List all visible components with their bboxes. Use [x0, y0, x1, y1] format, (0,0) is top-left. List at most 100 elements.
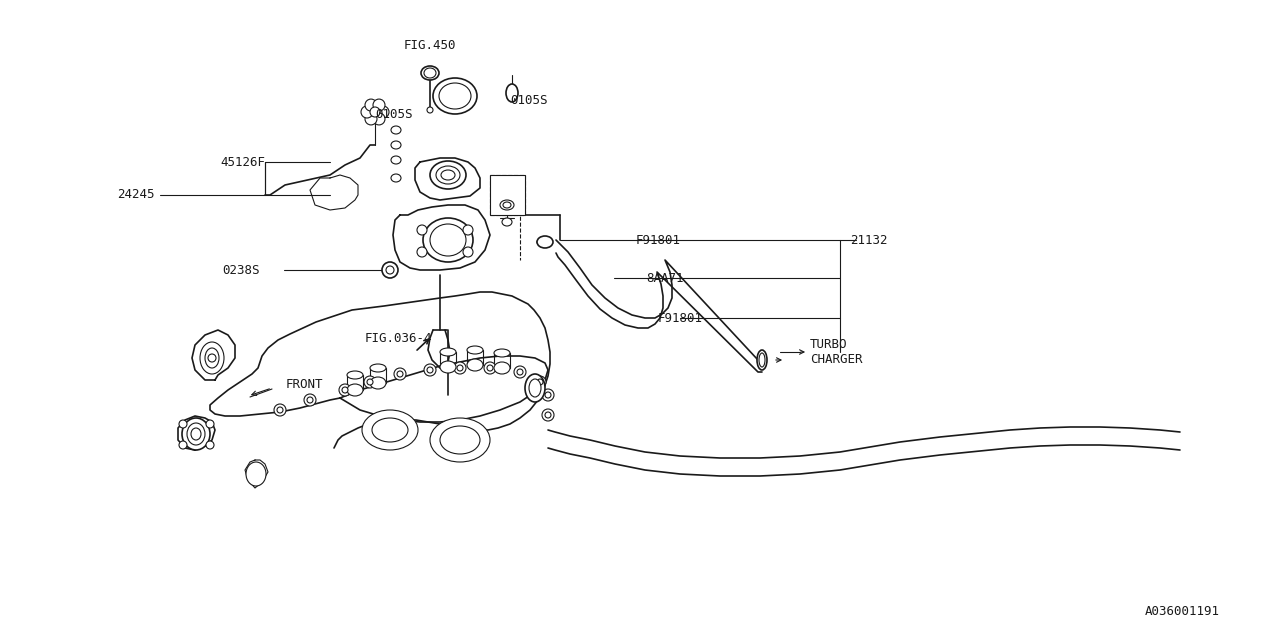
Circle shape [207, 354, 216, 362]
Ellipse shape [421, 66, 439, 80]
Ellipse shape [538, 236, 553, 248]
Circle shape [381, 262, 398, 278]
Ellipse shape [506, 84, 518, 102]
Text: 21132: 21132 [850, 234, 887, 246]
Ellipse shape [390, 156, 401, 164]
Circle shape [463, 247, 474, 257]
Circle shape [397, 371, 403, 377]
Ellipse shape [440, 426, 480, 454]
Circle shape [365, 99, 378, 111]
Circle shape [541, 389, 554, 401]
Ellipse shape [390, 174, 401, 182]
Text: F91801: F91801 [658, 312, 703, 324]
Circle shape [486, 365, 493, 371]
Circle shape [372, 99, 385, 111]
Ellipse shape [347, 371, 364, 379]
Text: 0238S: 0238S [223, 264, 260, 276]
Ellipse shape [502, 218, 512, 226]
Circle shape [387, 266, 394, 274]
Ellipse shape [430, 418, 490, 462]
Ellipse shape [191, 428, 201, 440]
Circle shape [179, 441, 187, 449]
Bar [490, 175, 525, 215]
Circle shape [517, 369, 524, 375]
Ellipse shape [370, 377, 387, 389]
Circle shape [342, 387, 348, 393]
Text: FRONT: FRONT [285, 378, 324, 392]
Circle shape [545, 412, 550, 418]
Ellipse shape [439, 83, 471, 109]
Circle shape [206, 441, 214, 449]
Ellipse shape [467, 346, 483, 354]
Ellipse shape [200, 342, 224, 374]
Ellipse shape [390, 141, 401, 149]
Circle shape [545, 392, 550, 398]
Circle shape [457, 365, 463, 371]
Ellipse shape [529, 379, 541, 397]
Circle shape [428, 107, 433, 113]
Ellipse shape [430, 224, 466, 256]
Text: 0105S: 0105S [375, 109, 412, 122]
Circle shape [367, 379, 372, 385]
Ellipse shape [430, 161, 466, 189]
Circle shape [484, 362, 497, 374]
Ellipse shape [436, 166, 460, 184]
Ellipse shape [494, 362, 509, 374]
Ellipse shape [187, 423, 205, 445]
Ellipse shape [440, 361, 456, 373]
Ellipse shape [182, 418, 210, 450]
Circle shape [372, 113, 385, 125]
Ellipse shape [494, 349, 509, 357]
Circle shape [394, 368, 406, 380]
Ellipse shape [759, 353, 765, 367]
Circle shape [541, 409, 554, 421]
Ellipse shape [246, 462, 266, 486]
Ellipse shape [347, 384, 364, 396]
Circle shape [424, 364, 436, 376]
Circle shape [276, 407, 283, 413]
Ellipse shape [467, 359, 483, 371]
Ellipse shape [756, 350, 767, 370]
Ellipse shape [370, 364, 387, 372]
Text: 8AA71: 8AA71 [646, 271, 684, 285]
Text: 45126F: 45126F [220, 156, 265, 168]
Circle shape [534, 376, 547, 388]
Text: 24245: 24245 [118, 189, 155, 202]
Circle shape [463, 225, 474, 235]
Circle shape [417, 247, 428, 257]
Ellipse shape [424, 68, 436, 78]
Text: FIG.450: FIG.450 [403, 39, 456, 52]
Circle shape [179, 420, 187, 428]
Circle shape [538, 379, 543, 385]
Circle shape [454, 362, 466, 374]
Circle shape [206, 420, 214, 428]
Ellipse shape [422, 218, 474, 262]
Circle shape [364, 376, 376, 388]
Circle shape [378, 106, 389, 118]
Circle shape [515, 366, 526, 378]
Text: 0105S: 0105S [509, 93, 548, 106]
Ellipse shape [372, 418, 408, 442]
Ellipse shape [205, 348, 219, 368]
Ellipse shape [440, 348, 456, 356]
Ellipse shape [390, 126, 401, 134]
Ellipse shape [442, 170, 454, 180]
Circle shape [365, 113, 378, 125]
Ellipse shape [433, 78, 477, 114]
Text: FIG.036-4: FIG.036-4 [365, 332, 433, 344]
Circle shape [428, 367, 433, 373]
Circle shape [274, 404, 285, 416]
Text: A036001191: A036001191 [1146, 605, 1220, 618]
Ellipse shape [500, 200, 515, 210]
Circle shape [417, 225, 428, 235]
Text: F91801: F91801 [635, 234, 681, 246]
Ellipse shape [525, 374, 545, 402]
Text: TURBO
CHARGER: TURBO CHARGER [810, 338, 863, 366]
Ellipse shape [503, 202, 511, 208]
Circle shape [307, 397, 314, 403]
Ellipse shape [362, 410, 419, 450]
Circle shape [339, 384, 351, 396]
Circle shape [361, 106, 372, 118]
Circle shape [305, 394, 316, 406]
Circle shape [370, 107, 380, 117]
